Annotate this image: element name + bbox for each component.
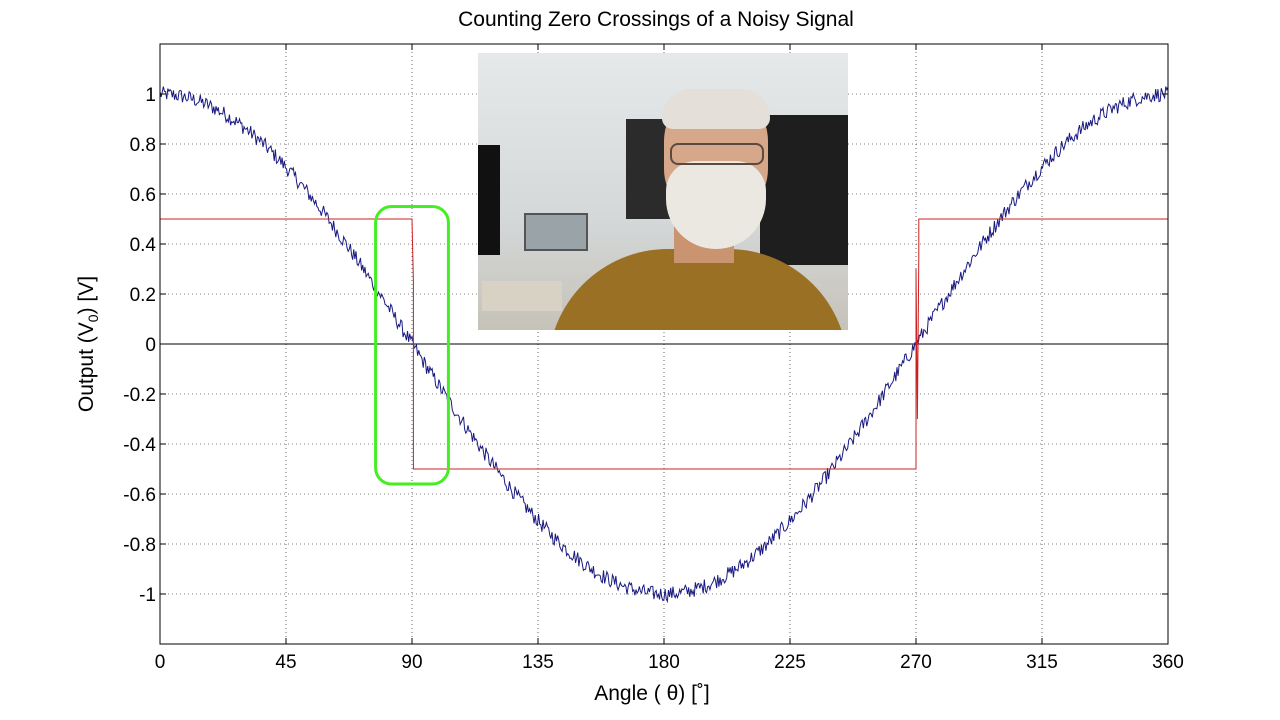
- x-tick-label: 0: [155, 652, 166, 673]
- x-tick-label: 90: [401, 652, 422, 673]
- y-axis-label-main: Output (V: [75, 322, 98, 412]
- y-tick-label: -0.8: [123, 535, 156, 556]
- video-presenter-glasses: [670, 143, 764, 165]
- y-tick-label: -0.6: [123, 485, 156, 506]
- x-tick-label: 270: [900, 652, 932, 673]
- zero-crossing-highlight-box: [374, 205, 450, 486]
- series-noisy-signal: [159, 86, 1169, 604]
- x-tick-label: 315: [1026, 652, 1058, 673]
- y-axis-label-subscript: 0: [85, 314, 101, 322]
- y-axis-label: Output (V0) [V]: [75, 276, 101, 412]
- y-axis-ticks: 1 0.8 0.6 0.4 0.2 0 -0.2 -0.4 -0.6 -0.8 -1: [123, 85, 1168, 606]
- presenter-video-inset: [478, 53, 848, 330]
- noisy-signal-line: [159, 86, 1169, 604]
- y-tick-label: 0.6: [130, 185, 156, 206]
- x-tick-label: 45: [275, 652, 296, 673]
- video-breadboard: [482, 281, 562, 311]
- series-comparator-output: [160, 218, 1168, 470]
- y-tick-label: 0.8: [130, 135, 156, 156]
- x-tick-label: 180: [648, 652, 680, 673]
- y-tick-label: -0.4: [123, 435, 156, 456]
- video-presenter-beard: [666, 161, 766, 249]
- y-tick-label: -0.2: [123, 385, 156, 406]
- y-tick-label: 1: [145, 85, 156, 106]
- y-tick-label: 0: [145, 335, 156, 356]
- video-presenter-hair: [662, 89, 770, 129]
- x-tick-label: 135: [522, 652, 554, 673]
- y-tick-label: -1: [139, 585, 156, 606]
- chart-title: Counting Zero Crossings of a Noisy Signa…: [458, 8, 854, 31]
- x-tick-label: 225: [774, 652, 806, 673]
- zero-crossing-highlight: [374, 205, 450, 486]
- video-monitor: [478, 145, 500, 255]
- x-axis-label: Angle ( θ) [˚]: [594, 682, 710, 705]
- video-equipment-rack-right: [760, 115, 848, 265]
- y-axis-label-end: ) [V]: [75, 276, 98, 315]
- comparator-output-line: [160, 218, 1168, 470]
- x-tick-label: 360: [1152, 652, 1184, 673]
- y-tick-label: 0.4: [130, 235, 157, 256]
- video-oscilloscope: [524, 213, 588, 251]
- y-tick-label: 0.2: [130, 285, 156, 306]
- x-axis-ticks: 0 45 90 135 180 225 270 315 360: [155, 44, 1184, 673]
